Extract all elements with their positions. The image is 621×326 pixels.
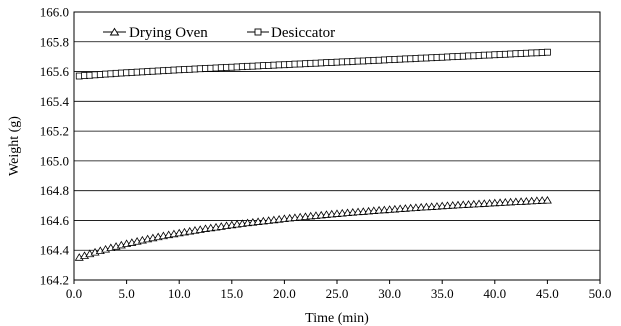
y-tick-label: 165.0 — [40, 153, 69, 168]
legend-square-marker-icon — [254, 28, 262, 36]
x-axis-title: Time (min) — [305, 311, 369, 326]
x-tick-label: 20.0 — [273, 286, 296, 301]
series-layer — [74, 48, 552, 261]
series-desiccator — [75, 48, 551, 80]
x-tick-label: 35.0 — [431, 286, 454, 301]
legend-label-desiccator: Desiccator — [271, 25, 335, 41]
legend-label-drying-oven: Drying Oven — [129, 25, 208, 41]
legend: Drying Oven Desiccator — [103, 25, 335, 41]
y-tick-label: 165.4 — [40, 94, 70, 109]
legend-item-drying-oven: Drying Oven — [103, 25, 208, 41]
y-tick-label: 164.4 — [40, 243, 70, 258]
x-tick-label: 40.0 — [483, 286, 506, 301]
x-tick-label: 25.0 — [326, 286, 349, 301]
plot-area-frame — [73, 11, 601, 281]
x-tick-label: 45.0 — [536, 286, 559, 301]
series-drying-oven — [74, 195, 552, 261]
y-tick-label: 164.6 — [40, 213, 70, 228]
x-tick-label: 10.0 — [168, 286, 191, 301]
x-tick-label: 5.0 — [118, 286, 134, 301]
data-point-drying-oven — [542, 195, 552, 204]
x-tick-label: 15.0 — [220, 286, 243, 301]
y-tick-label: 164.8 — [40, 183, 69, 198]
y-tick-label: 165.8 — [40, 34, 69, 49]
x-tick-label: 30.0 — [378, 286, 401, 301]
data-point-desiccator — [544, 48, 551, 56]
x-tick-labels: 0.0 5.0 10.0 15.0 20.0 25.0 30.0 35.0 40.0 45.0 50… — [66, 280, 612, 301]
x-tick-label: 0.0 — [66, 286, 82, 301]
y-tick-label: 165.6 — [40, 64, 70, 79]
y-axis-title: Weight (g) — [7, 116, 22, 176]
x-tick-label: 50.0 — [589, 286, 612, 301]
y-tick-label: 165.2 — [40, 124, 69, 139]
y-tick-label: 164.2 — [40, 273, 69, 288]
y-tick-label: 166.0 — [40, 5, 69, 20]
legend-triangle-marker-icon — [109, 27, 120, 36]
legend-item-desiccator: Desiccator — [247, 25, 335, 41]
y-tick-labels: 164.2 164.4 164.6 164.8 165.0 165.2 165.4 165.6… — [40, 5, 70, 288]
